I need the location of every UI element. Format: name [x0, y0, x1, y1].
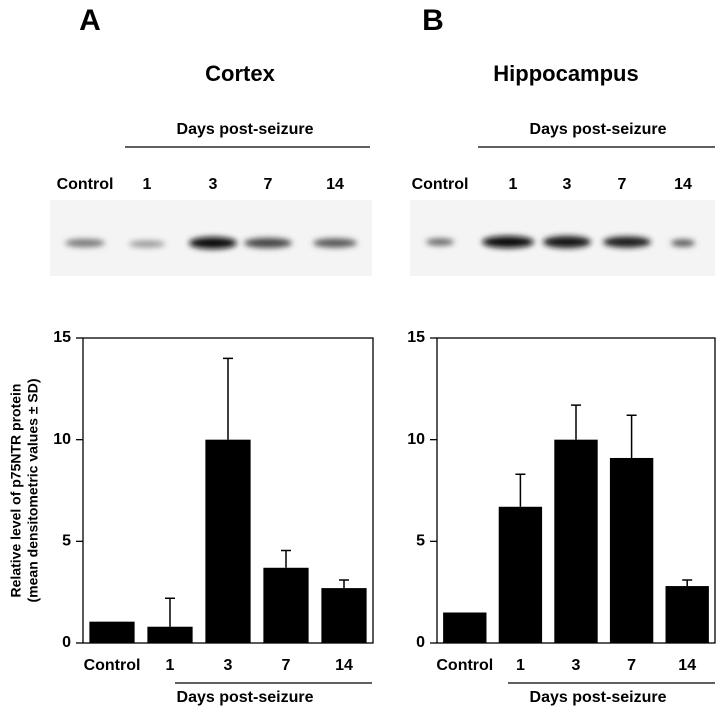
lane-label: Control — [412, 176, 469, 193]
x-tick-label: 3 — [572, 657, 581, 674]
error-bar — [682, 579, 693, 587]
x-tick-label: 14 — [678, 657, 696, 674]
bar — [443, 612, 487, 643]
lane-label: 14 — [674, 176, 692, 193]
lane-label: 3 — [563, 176, 572, 193]
bar — [554, 439, 598, 643]
panel-label: B — [422, 4, 444, 37]
y-tick-label: 15 — [407, 329, 425, 346]
x-tick-label: Control — [84, 657, 141, 674]
bar — [665, 586, 709, 643]
lane-label: 7 — [618, 176, 627, 193]
bar — [147, 626, 193, 643]
y-tick-label: 10 — [53, 431, 71, 448]
blot-b — [410, 200, 715, 276]
y-tick-label: 10 — [407, 431, 425, 448]
error-bar — [626, 414, 637, 458]
lane-label: 7 — [264, 176, 273, 193]
x-tick-label: 14 — [335, 657, 353, 674]
x-tick-label: 7 — [627, 657, 636, 674]
x-tick-label: 3 — [224, 657, 233, 674]
chart-title: Hippocampus — [493, 61, 638, 86]
y-tick-label: 15 — [53, 329, 71, 346]
error-bar — [571, 404, 581, 440]
bar — [205, 439, 251, 643]
lane-label: 3 — [209, 176, 218, 193]
x-tick-label: Control — [436, 657, 493, 674]
panel-label: A — [79, 4, 101, 37]
blot-x-label: Days post-seizure — [530, 121, 667, 138]
x-tick-label: 7 — [282, 657, 291, 674]
chart-title: Cortex — [205, 61, 275, 86]
error-bar — [223, 357, 233, 440]
x-axis-label: Days post-seizure — [177, 689, 314, 706]
y-tick-label: 0 — [62, 634, 71, 651]
y-axis-label: (mean densitometric values ± SD) — [25, 379, 41, 603]
lane-label: 1 — [509, 176, 518, 193]
y-tick-label: 0 — [416, 634, 425, 651]
bar — [498, 506, 543, 643]
bar — [321, 588, 367, 643]
x-tick-label: 1 — [166, 657, 175, 674]
error-bar — [165, 597, 175, 627]
bar — [609, 457, 654, 643]
blot-x-label: Days post-seizure — [177, 121, 314, 138]
blot-a — [50, 200, 372, 276]
x-tick-label: 1 — [516, 657, 525, 674]
lane-label: 14 — [326, 176, 344, 193]
bar — [263, 567, 309, 643]
error-bar — [339, 579, 349, 589]
y-tick-label: 5 — [416, 533, 425, 550]
error-bar — [281, 549, 291, 568]
error-bar — [515, 473, 526, 507]
y-tick-label: 5 — [62, 533, 71, 550]
plot-frame — [436, 337, 716, 644]
y-axis-label: Relative level of p75NTR protein — [8, 384, 24, 598]
lane-label: Control — [57, 176, 114, 193]
bar — [89, 621, 135, 643]
plot-frame — [82, 337, 374, 644]
lane-label: 1 — [143, 176, 152, 193]
x-axis-label: Days post-seizure — [530, 689, 667, 706]
